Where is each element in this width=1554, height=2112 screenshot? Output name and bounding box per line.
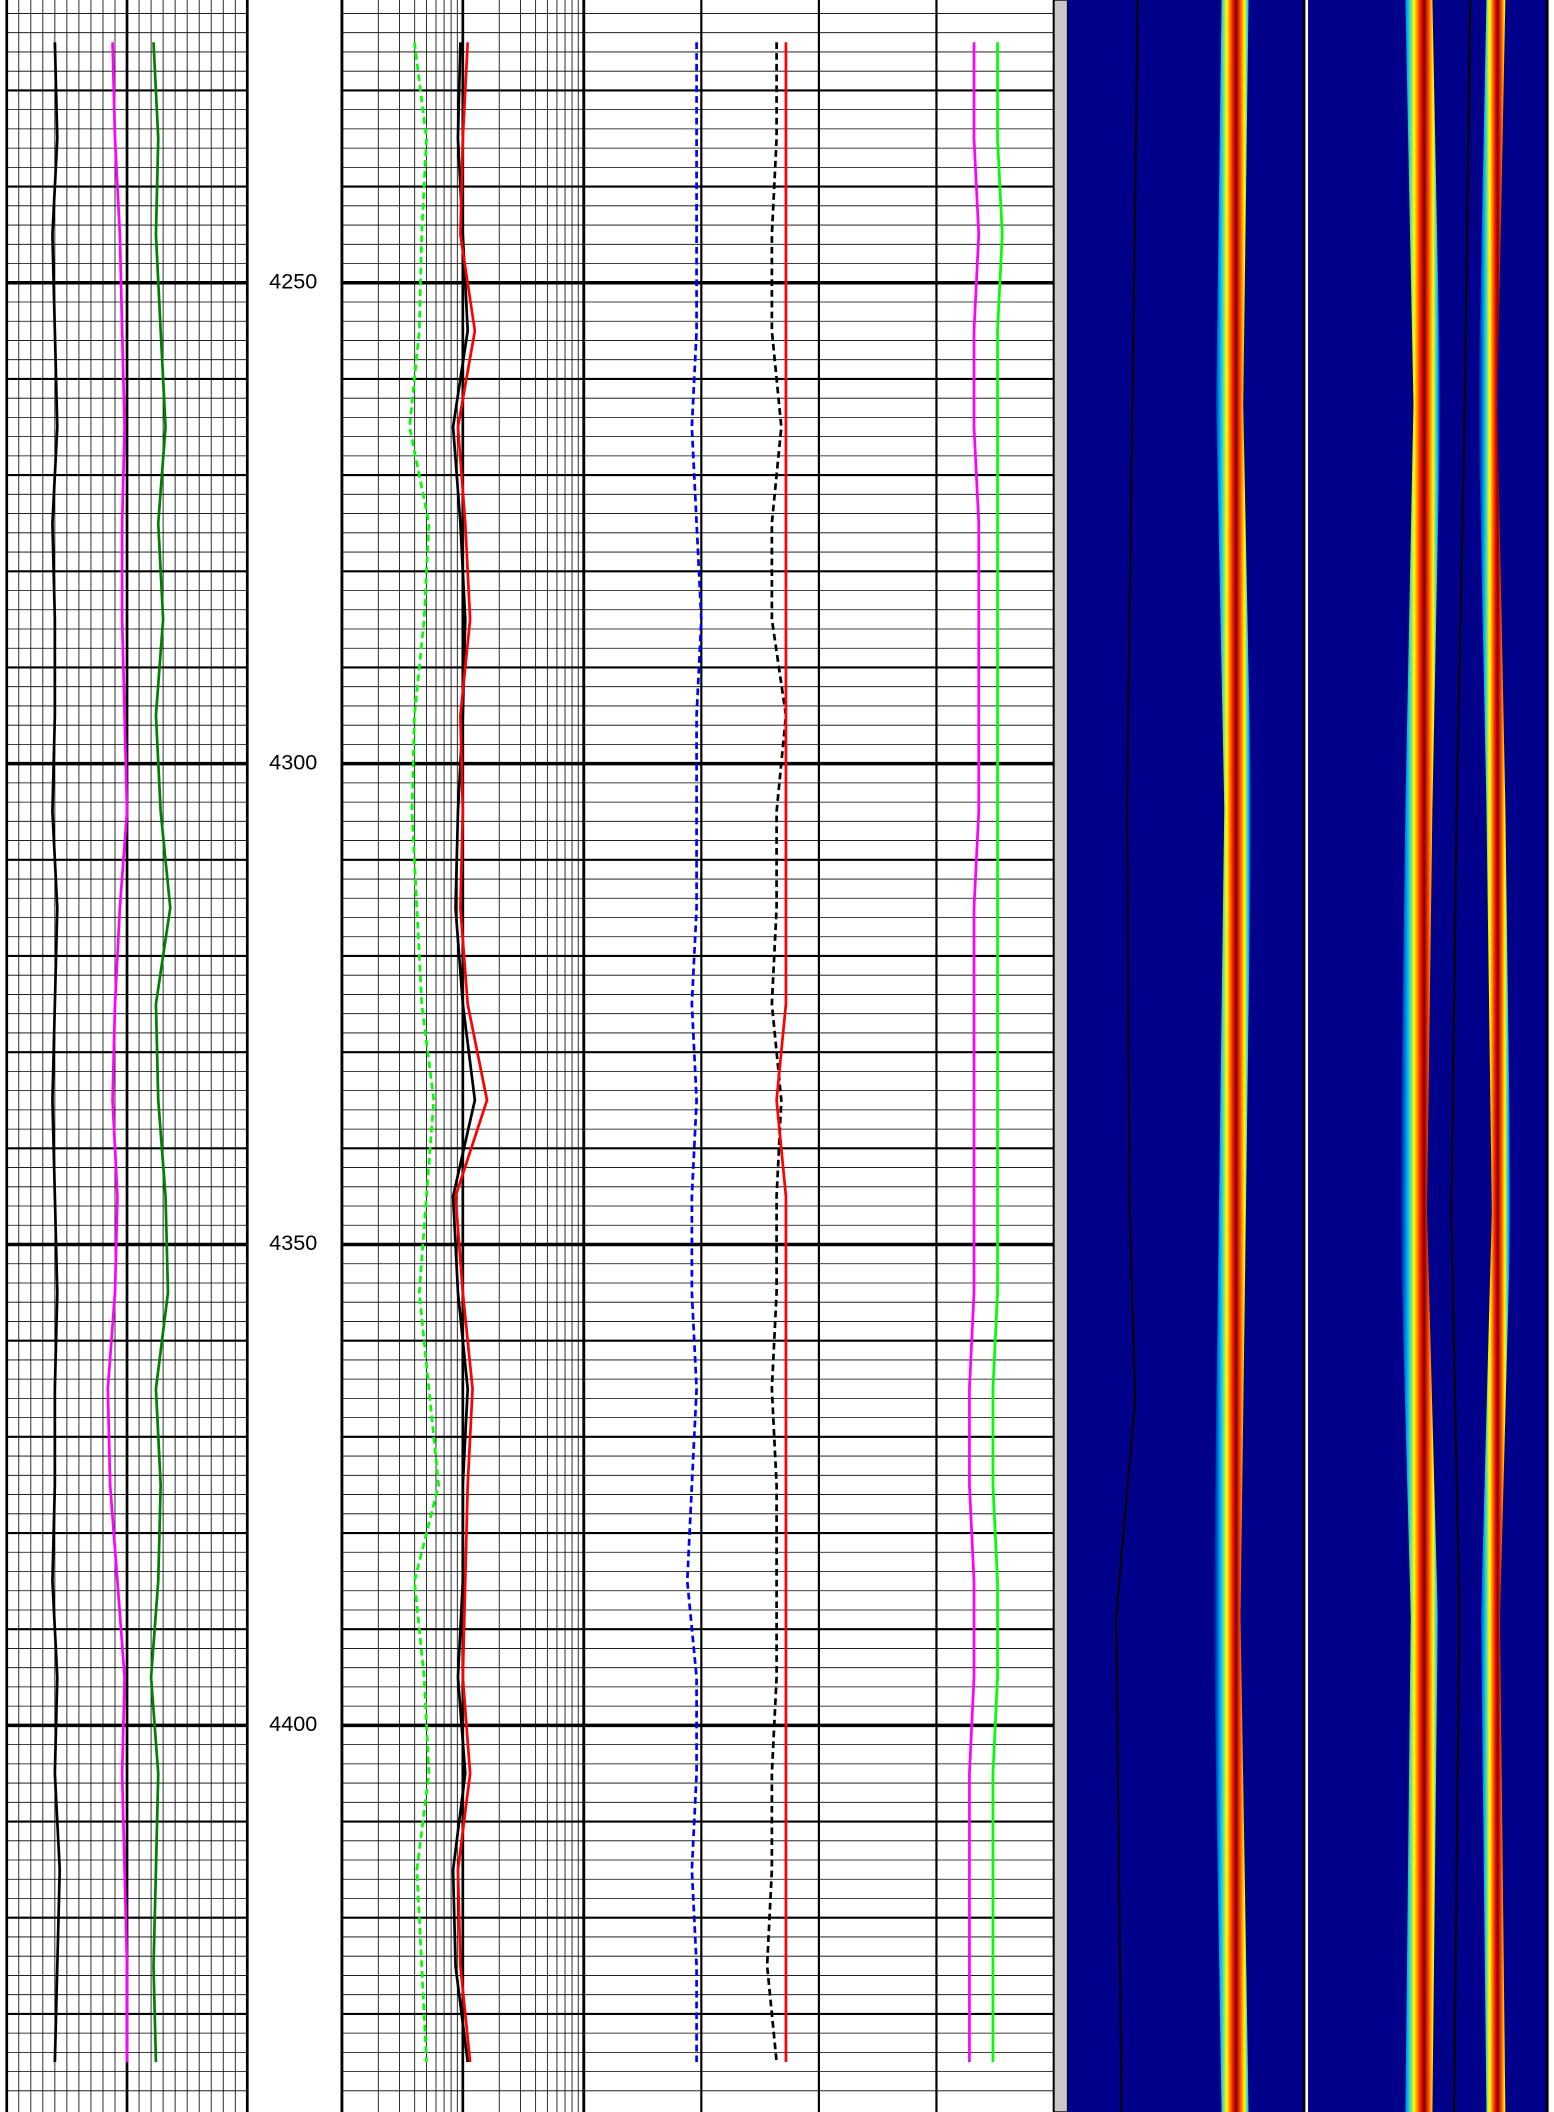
depth-label: 4300 <box>269 749 317 774</box>
grid <box>7 0 1054 2112</box>
depth-label: 4250 <box>269 268 317 293</box>
spacer-column <box>1054 0 1068 2112</box>
image-track <box>1068 0 1304 2112</box>
depth-label: 4400 <box>269 1711 317 1736</box>
depth-labels: 4250 4300 4350 4400 <box>269 268 317 1736</box>
depth-label: 4350 <box>269 1230 317 1255</box>
page: {"chart_data": { "type": "well-log", "yl… <box>0 0 1554 2112</box>
well-log: 4250 4300 4350 4400 <box>0 0 1554 2112</box>
